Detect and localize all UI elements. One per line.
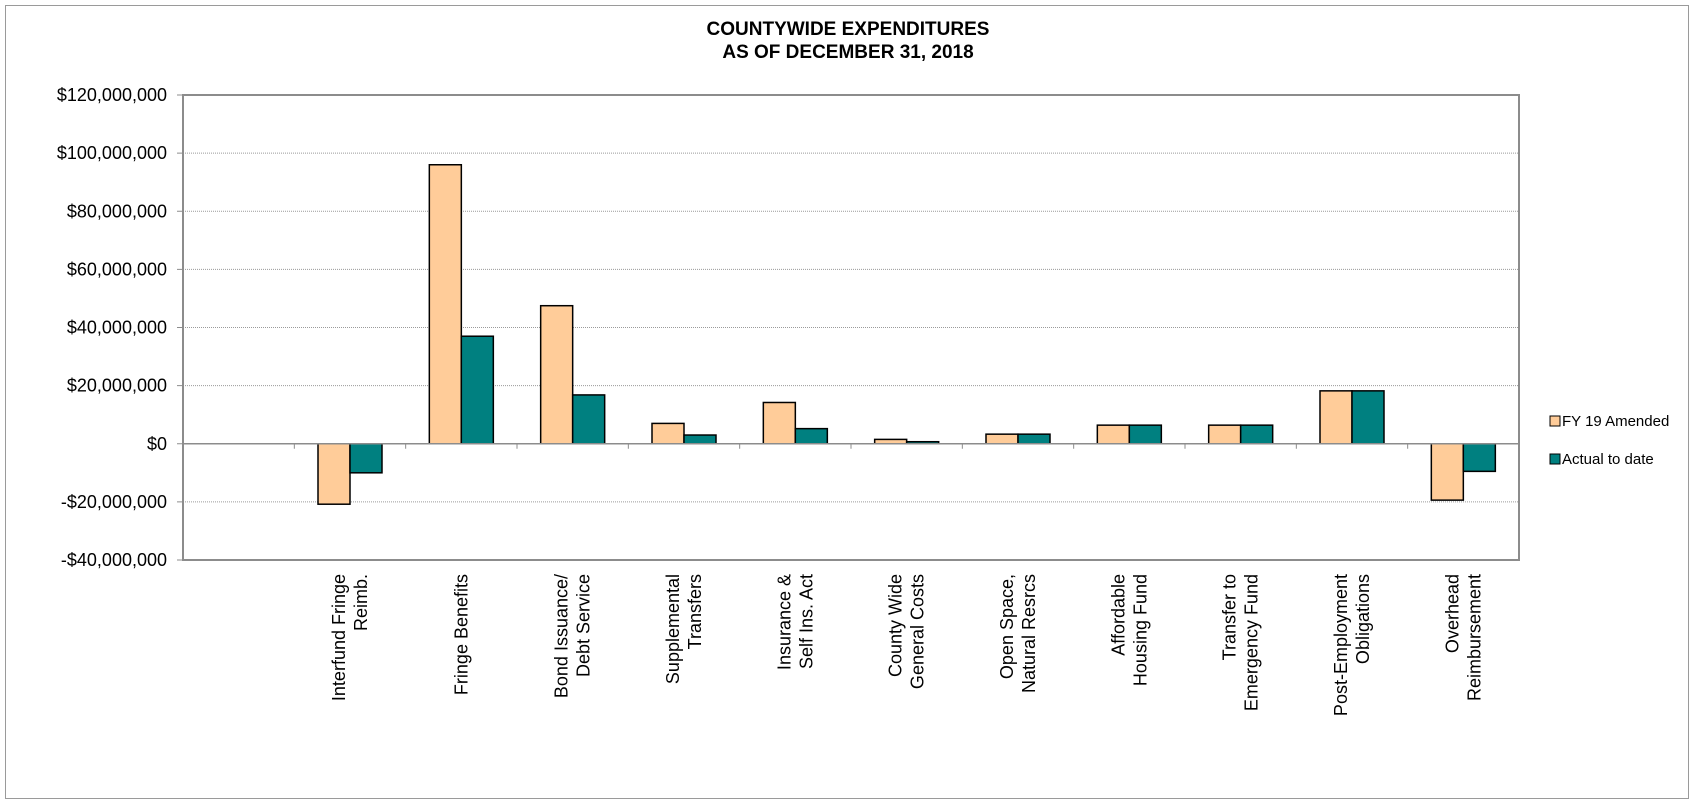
chart-title-line-1: COUNTYWIDE EXPENDITURES: [706, 19, 990, 40]
y-tick-label: -$20,000,000: [61, 492, 167, 512]
axes: [182, 443, 1519, 449]
plot-area: [182, 94, 1520, 561]
x-tick-label: Open Space,: [997, 574, 1017, 679]
bar: [683, 434, 717, 445]
y-tick-label: $80,000,000: [67, 201, 167, 221]
chart-frame: COUNTYWIDE EXPENDITURES AS OF DECEMBER 3…: [5, 5, 1689, 799]
x-tick-label: Reimbursement: [1464, 574, 1484, 701]
chart-title-line-2: AS OF DECEMBER 31, 2018: [722, 42, 974, 63]
x-tick-label: Debt Service: [574, 574, 594, 677]
x-tick-label: Overhead: [1442, 574, 1462, 653]
bar: [1430, 443, 1465, 501]
bar: [1096, 424, 1131, 445]
y-tick-label: $20,000,000: [67, 376, 167, 396]
y-tick-label: $60,000,000: [67, 259, 167, 279]
x-tick-label: General Costs: [908, 574, 928, 689]
bar: [1462, 443, 1497, 473]
x-tick-label: Emergency Fund: [1242, 574, 1262, 711]
legend-swatch: [1549, 453, 1561, 465]
gridlines: [177, 94, 1519, 561]
x-tick-label: Natural Resrcs: [1019, 574, 1039, 693]
x-tick-label: Supplemental: [663, 574, 683, 684]
chart-title: COUNTYWIDE EXPENDITURES AS OF DECEMBER 3…: [6, 18, 1690, 64]
y-tick-label: $100,000,000: [57, 143, 167, 163]
bar: [1239, 424, 1274, 445]
bar: [1207, 424, 1242, 445]
x-tick-label: Transfer to: [1220, 574, 1240, 660]
bar: [651, 422, 685, 445]
bar: [1128, 424, 1163, 445]
bar: [1351, 390, 1385, 445]
x-tick-label: Insurance &: [774, 574, 794, 670]
bar: [460, 335, 495, 445]
y-tick-label: -$40,000,000: [61, 550, 167, 570]
x-tick-labels: Interfund Fringe Reimb. Fringe Benefits Bon…: [329, 574, 1484, 716]
bar: [985, 433, 1019, 445]
x-tick-label: Affordable: [1108, 574, 1128, 656]
bar: [1319, 390, 1353, 445]
bar: [317, 443, 351, 505]
bar: [794, 427, 829, 445]
x-tick-label: Housing Fund: [1130, 574, 1150, 686]
y-tick-labels: -$40,000,000 -$20,000,000 $0 $20,000,000 $40…: [57, 85, 167, 570]
bar: [762, 401, 797, 445]
bars: [317, 164, 1497, 505]
x-tick-label: Transfers: [685, 574, 705, 649]
bar: [1017, 433, 1051, 445]
x-tick-label: Interfund Fringe: [329, 574, 349, 701]
legend-label: Actual to date: [1562, 451, 1654, 468]
bar: [349, 443, 383, 474]
x-tick-label: Self Ins. Act: [796, 574, 816, 669]
bar: [539, 304, 574, 445]
x-tick-label: Obligations: [1353, 574, 1373, 664]
x-tick-label: Reimb.: [351, 574, 371, 631]
bar: [571, 394, 606, 445]
legend-label: FY 19 Amended: [1562, 413, 1669, 430]
x-tick-label: Post-Employment: [1331, 574, 1351, 716]
y-tick-label: $120,000,000: [57, 85, 167, 105]
legend: FY 19 Amended Actual to date: [1549, 413, 1669, 468]
x-tick-label: County Wide: [886, 574, 906, 677]
x-tick-label: Bond Issuance/: [552, 574, 572, 698]
x-tick-label: Fringe Benefits: [451, 574, 471, 695]
bar: [428, 164, 463, 445]
y-tick-label: $0: [147, 434, 167, 454]
y-tick-label: $40,000,000: [67, 318, 167, 338]
legend-swatch: [1549, 415, 1561, 427]
